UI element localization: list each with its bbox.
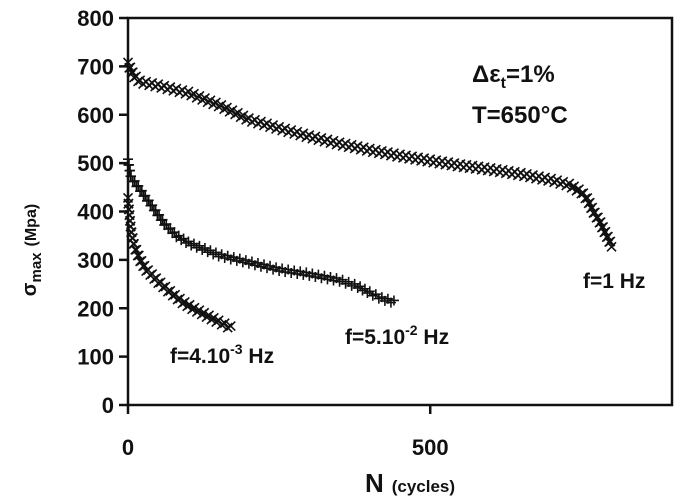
series-2 [122,192,236,333]
x-axis-label: N (cycles) [365,468,455,498]
y-tick-label: 100 [77,345,114,370]
series-label-4e-3hz-sup: -3 [230,341,243,357]
y-axis-unit: (Mpa) [23,204,40,247]
data-series [122,57,617,333]
strain-subscript: t [501,75,507,92]
y-tick-label: 400 [77,200,114,225]
series-label-5e-2hz-sup: -2 [405,322,418,338]
data-point [388,295,399,306]
x-axis-main: N [365,468,384,498]
data-point [225,321,236,332]
y-axis-subscript: max [28,252,45,283]
data-point [606,241,617,252]
y-tick-label: 700 [77,54,114,79]
series-label-5e-2hz: f=5.10-2 Hz [345,322,449,349]
series-label-4e-3hz-tail: Hz [243,345,275,368]
y-tick-label: 0 [102,393,114,418]
series-label-4e-3hz-base: f=4.10 [170,345,230,368]
y-tick-label: 300 [77,248,114,273]
series-label-1hz: f=1 Hz [583,270,645,293]
x-tick-label: 500 [412,435,449,460]
data-point [222,322,233,333]
series-0 [122,57,617,252]
y-axis-label: σmax (Mpa) [19,204,45,296]
y-tick-label: 500 [77,151,114,176]
y-tick-label: 800 [77,6,114,31]
y-axis-symbol: σ [19,282,41,296]
strain-prefix: Δε [472,61,501,88]
data-point [362,288,373,299]
y-tick-label: 600 [77,103,114,128]
strain-annotation: Δεt=1% [472,61,555,92]
series-1 [123,154,399,308]
strain-suffix: =1% [506,61,555,88]
data-point [355,281,366,292]
series-label-5e-2hz-tail: Hz [418,326,450,349]
data-point [174,293,186,304]
x-tick-label: 0 [122,435,134,460]
series-label-5e-2hz-base: f=5.10 [345,326,405,349]
temperature-annotation: T=650°C [472,102,568,129]
y-tick-label: 200 [77,296,114,321]
data-point [216,319,227,330]
series-label-4e-3hz: f=4.10-3 Hz [170,341,274,368]
data-point [359,283,370,294]
x-axis-unit: (cycles) [392,477,455,496]
tick-labels: 0 100 200 300 400 500 600 700 800 0 500 [77,6,448,460]
data-point [219,318,230,329]
data-point [213,315,224,326]
